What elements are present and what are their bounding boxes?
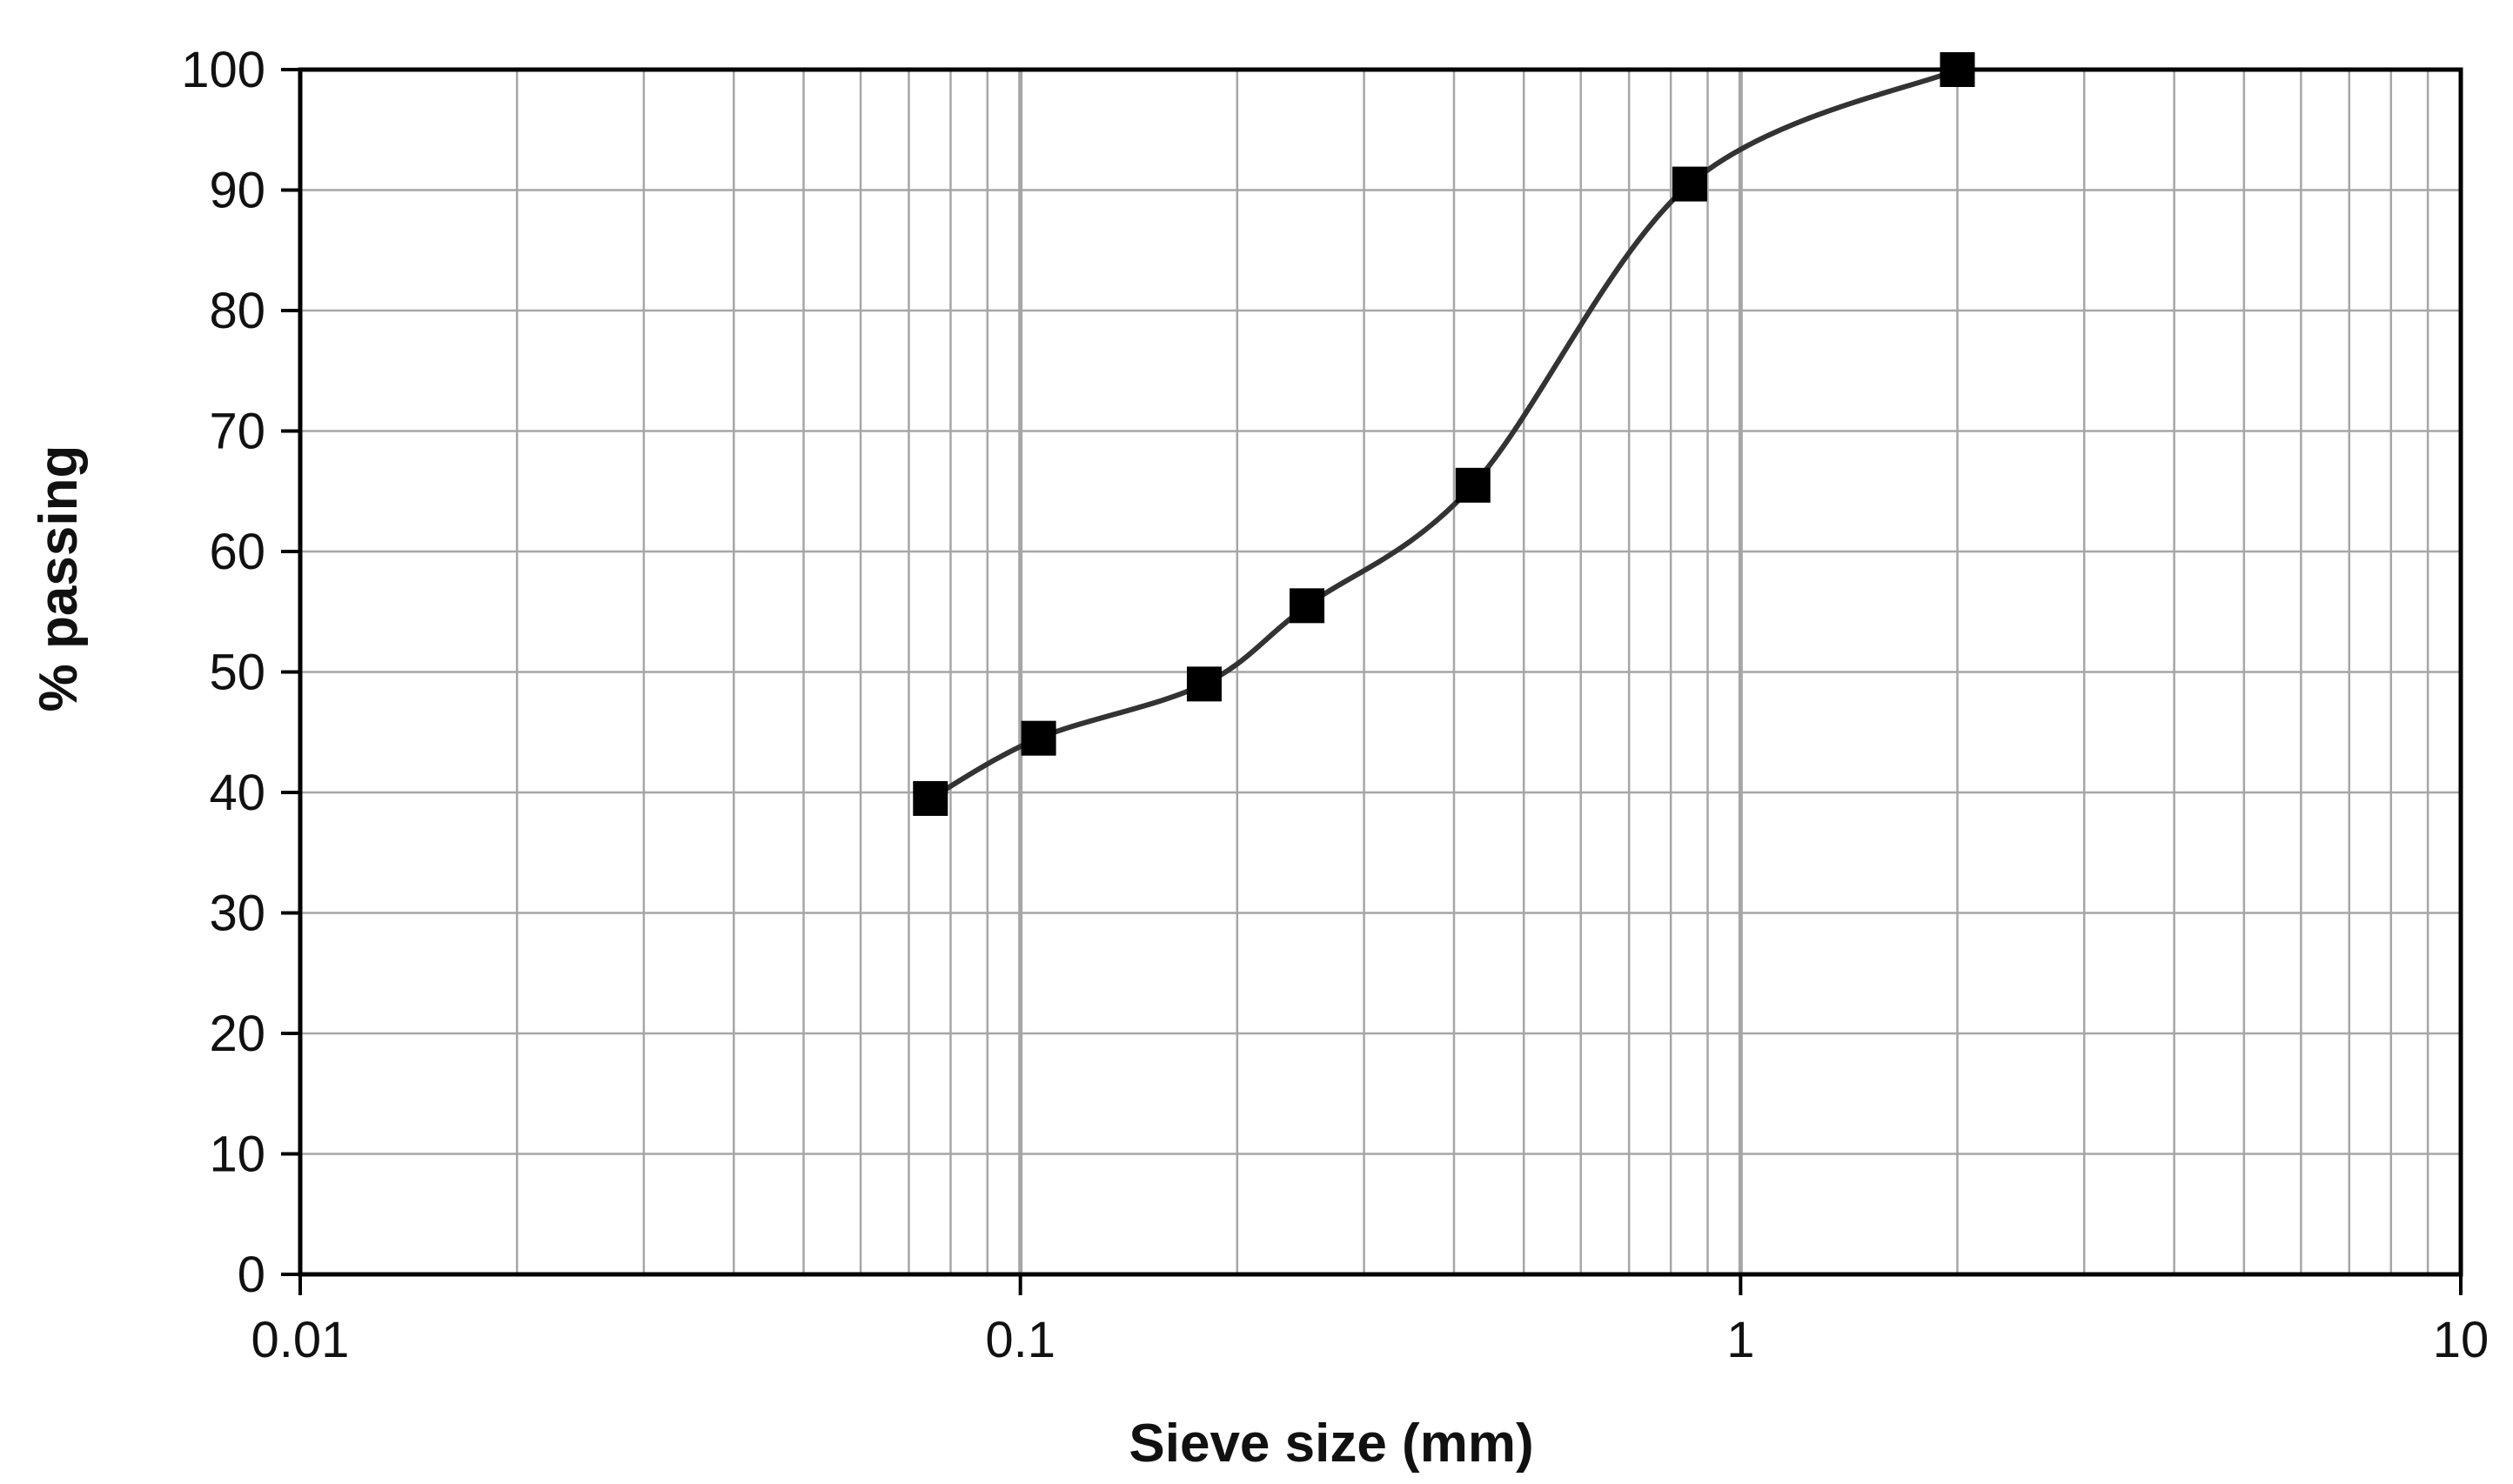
data-markers [913,52,1975,816]
y-tick-label: 60 [209,524,265,580]
y-tick-label: 0 [238,1247,265,1303]
data-point-marker [1290,588,1325,624]
y-tick-label: 20 [209,1006,265,1062]
series-line [928,67,1960,801]
data-point-marker [913,780,948,816]
data-point-marker [1186,666,1222,702]
data-point-marker [1940,52,1975,87]
y-tick-label: 50 [209,645,265,701]
y-tick-label: 70 [209,404,265,460]
axes [281,68,2463,1295]
y-tick-label: 80 [209,283,265,339]
y-axis-title: % passing [29,445,89,712]
x-tick-labels: 0.01 0.1 1 10 [251,1312,2490,1368]
x-tick-label: 1 [1726,1312,1754,1368]
y-tick-label: 90 [209,163,265,219]
x-tick-label: 0.1 [985,1312,1055,1368]
x-axis-title: Sieve size (mm) [1129,1414,1533,1474]
y-tick-label: 40 [209,765,265,821]
y-tick-label: 10 [209,1126,265,1183]
grid [298,68,2461,1276]
data-point-marker [1455,467,1491,503]
data-point-marker [1021,720,1056,756]
y-tick-labels: 0 10 20 30 40 50 60 70 80 90 100 [181,42,265,1303]
data-point-marker [1672,166,1707,202]
x-tick-label: 0.01 [251,1312,350,1368]
y-tick-label: 100 [181,42,265,98]
x-tick-label: 10 [2433,1312,2490,1368]
y-tick-label: 30 [209,886,265,942]
